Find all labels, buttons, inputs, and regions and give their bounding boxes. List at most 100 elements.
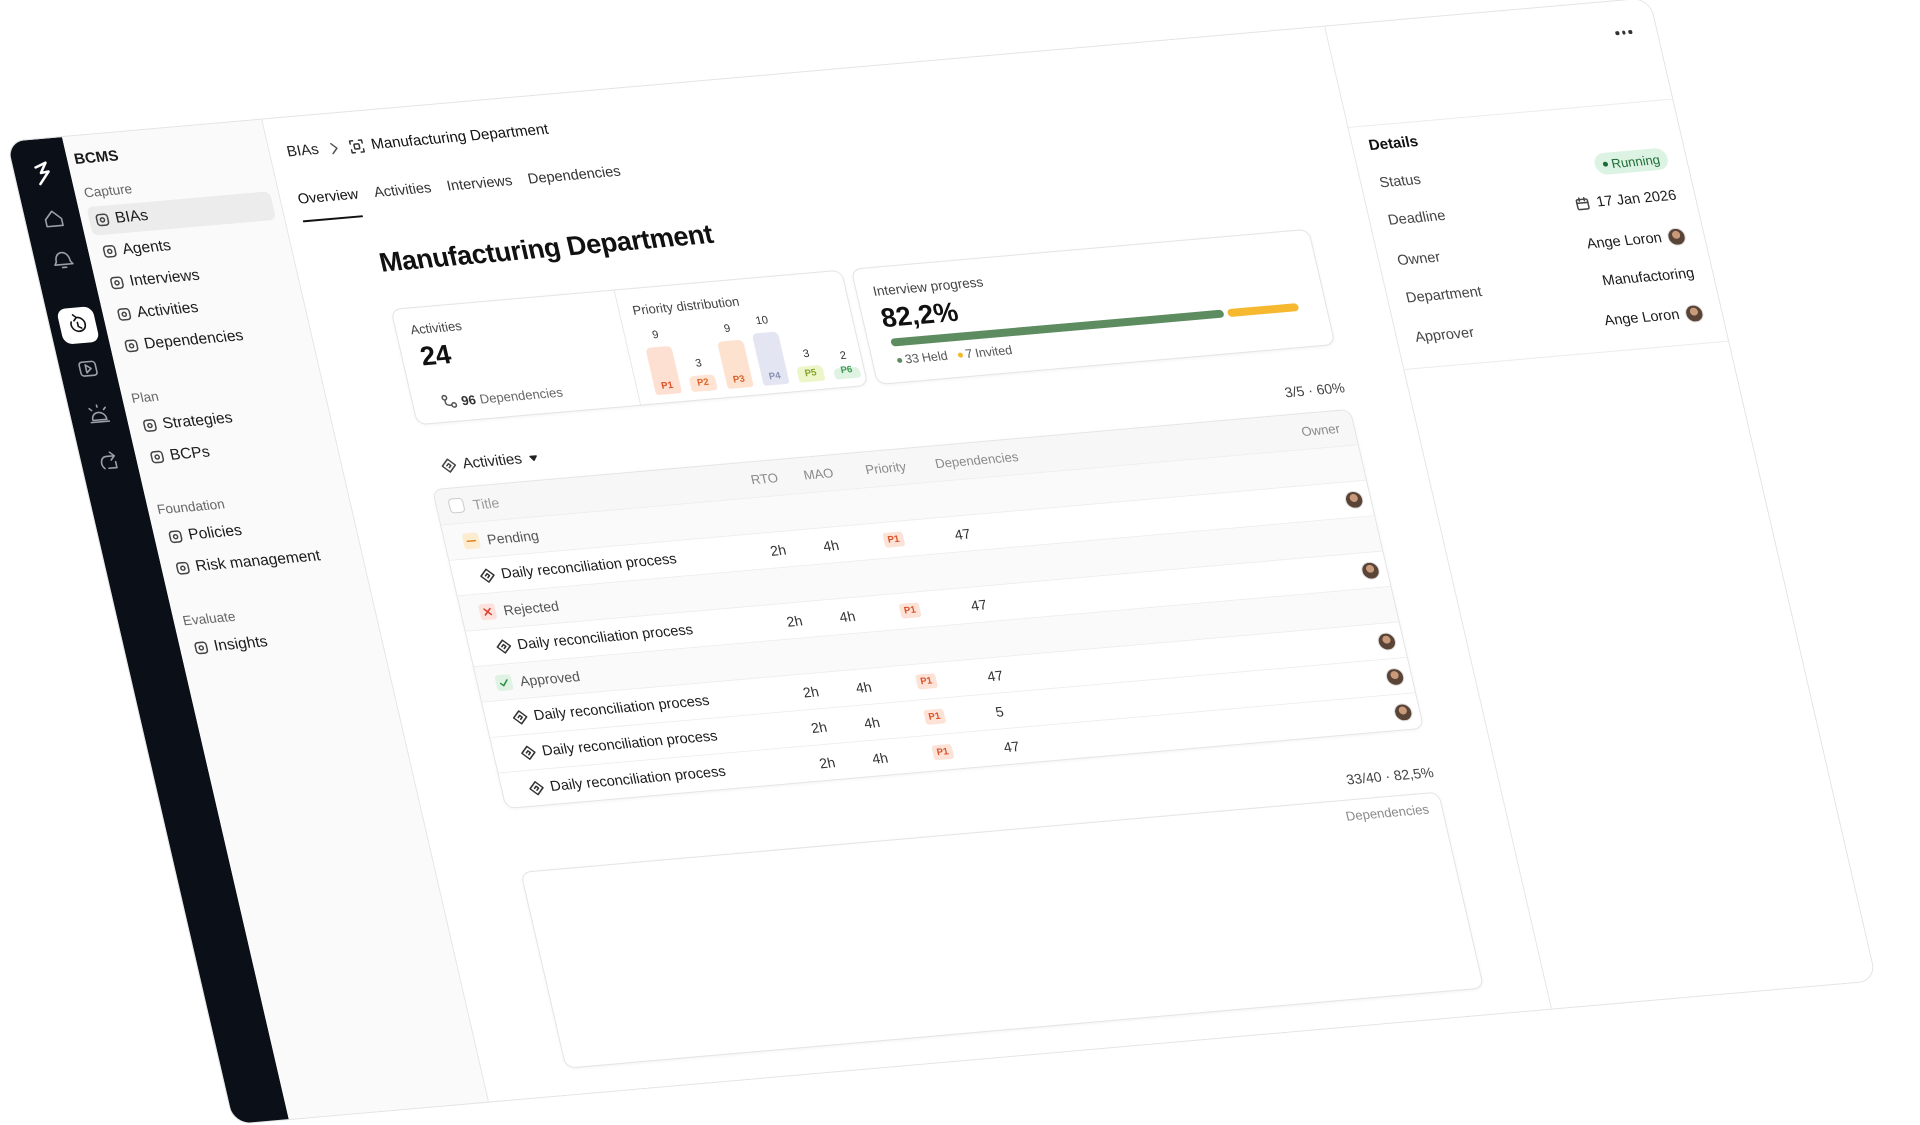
dropdown-caret xyxy=(524,449,544,466)
select-all-checkbox[interactable] xyxy=(447,497,466,514)
person-avatar xyxy=(1665,227,1688,247)
page: BCMS Capture BIAs Agents Interviews Activitie… xyxy=(6,0,1877,1125)
stat-value: 24 xyxy=(417,339,454,372)
priority-bar: P2 xyxy=(688,374,718,393)
tab[interactable]: Activities xyxy=(372,180,434,201)
table-row[interactable]: Approved xyxy=(474,587,1399,703)
bia-icon[interactable] xyxy=(69,314,87,333)
app-name: BCMS xyxy=(72,147,121,168)
tab[interactable]: Interviews xyxy=(445,173,514,195)
activity-title: Daily reconciliation process xyxy=(548,763,728,795)
owner-avatar xyxy=(1359,561,1382,581)
nav-item[interactable]: BIAs xyxy=(113,207,150,227)
chart-title: Priority distribution xyxy=(630,293,741,318)
nav-icon xyxy=(140,417,160,434)
bar-value-label: 9 xyxy=(722,322,732,336)
rail-icons xyxy=(34,161,118,470)
section-summary: 33/40 · 82,5% xyxy=(1344,764,1436,788)
nav-icon xyxy=(93,211,113,228)
nav-icon xyxy=(173,560,193,577)
nav-icon xyxy=(107,274,127,291)
card-title: Interview progress xyxy=(871,274,985,299)
table-row[interactable]: Daily reconciliation process 2h 4h P1 47 xyxy=(482,622,1407,739)
bar-value-label: 3 xyxy=(801,347,811,361)
nav-icon xyxy=(114,306,134,323)
nav-item[interactable]: Risk management xyxy=(193,547,323,575)
field-value: Running xyxy=(1591,147,1671,176)
dependencies-icon xyxy=(439,393,459,410)
tab[interactable]: Overview xyxy=(295,184,364,223)
table-cell: 47 xyxy=(952,525,973,543)
hand-icon[interactable] xyxy=(99,451,118,470)
field-label: Owner xyxy=(1395,249,1443,270)
nav-icon xyxy=(122,337,142,354)
bar-category: P5 xyxy=(803,367,818,380)
dependencies-count: 96 Dependencies xyxy=(439,384,564,410)
priority-badge: P1 xyxy=(914,673,938,690)
breadcrumb-link[interactable]: BIAs xyxy=(285,140,321,161)
play-icon[interactable] xyxy=(78,360,98,377)
details-panel: Details Status Running Deadline 17 Jan 2026 O… xyxy=(1324,0,1877,1011)
column-header: RTO xyxy=(749,470,780,488)
alarm-icon[interactable] xyxy=(87,404,111,424)
table-cell: 2h xyxy=(809,718,829,736)
more-dot xyxy=(1621,30,1626,35)
field-value: Ange Loron xyxy=(1584,225,1688,255)
priority-bar: P5 xyxy=(796,364,826,383)
bar-value-label: 9 xyxy=(651,329,661,342)
table-row[interactable]: Pending xyxy=(441,445,1367,561)
nav-item[interactable]: Interviews xyxy=(127,266,202,290)
nav-section-title: Plan xyxy=(129,388,161,406)
priority-badge: P1 xyxy=(898,602,922,619)
more-button[interactable] xyxy=(1614,29,1633,35)
column-header: Dependencies xyxy=(1344,801,1431,824)
bell-icon[interactable] xyxy=(52,251,74,269)
field-label: Approver xyxy=(1413,324,1476,346)
table-row[interactable]: Daily reconciliation process 2h 4h P1 47 xyxy=(449,480,1375,597)
bar-value-label: 3 xyxy=(694,357,704,370)
field-text: Ange Loron xyxy=(1602,306,1682,330)
nav-item[interactable]: Insights xyxy=(212,633,270,655)
owner-avatar xyxy=(1343,490,1366,510)
table-cell: 2h xyxy=(801,683,821,701)
priority-badge: P1 xyxy=(931,743,955,761)
nav-item[interactable]: Policies xyxy=(186,522,244,544)
nav-section-title: Evaluate xyxy=(181,608,237,629)
more-dot xyxy=(1614,31,1620,35)
home-icon[interactable] xyxy=(44,210,64,228)
priority-bar: P4 xyxy=(751,331,790,386)
legend-label: Invited xyxy=(973,343,1014,361)
interview-card: Interview progress 82,2% 33 Held 7 Invited xyxy=(850,228,1336,385)
priority-bar: P6 xyxy=(833,364,862,380)
legend-value: 7 xyxy=(963,346,974,362)
legend-value: 33 xyxy=(903,351,921,367)
legend-item: 33 Held xyxy=(896,349,949,367)
page-title: Manufacturing Department xyxy=(376,219,716,278)
dependencies-label: Dependencies xyxy=(477,384,565,407)
main-panel: BIAs Manufacturing Department Overview Acti… xyxy=(261,26,1552,1104)
nav-item[interactable]: Activities xyxy=(135,299,200,322)
bar-category: P6 xyxy=(839,364,854,377)
sidebar: BCMS Capture BIAs Agents Interviews Activitie… xyxy=(62,119,489,1122)
progress-value: 82,2% xyxy=(877,296,962,334)
nav-item[interactable]: Strategies xyxy=(160,409,235,433)
nav-item[interactable]: BCPs xyxy=(168,443,212,464)
stats-card: Activities 24 96 Dependencies Priority distr… xyxy=(390,269,869,426)
nav-icon xyxy=(166,528,186,545)
tab[interactable]: Dependencies xyxy=(526,163,623,188)
field-value: 17 Jan 2026 xyxy=(1572,185,1678,216)
table-summary: 3/5 · 60% xyxy=(1282,379,1347,401)
owner-avatar xyxy=(1392,702,1415,723)
table-row[interactable]: Daily reconciliation process 2h 4h P1 47 xyxy=(465,551,1391,668)
top-strip-line xyxy=(1348,98,1675,128)
progress-legend: 33 Held 7 Invited xyxy=(896,343,1014,367)
table-row[interactable]: Rejected xyxy=(457,516,1383,632)
table-icon xyxy=(439,457,459,474)
table-toolbar[interactable]: Activities xyxy=(439,449,544,475)
activities-table: Title RTO MAO Priority Dependencies Owner Pend… xyxy=(431,408,1425,809)
bar-category: P1 xyxy=(660,379,675,392)
table-row[interactable]: Daily reconciliation process 2h 4h P1 5 xyxy=(490,657,1416,774)
nav-item[interactable]: Agents xyxy=(120,237,173,259)
nav-item[interactable]: Dependencies xyxy=(142,327,246,353)
progress-segment xyxy=(1226,303,1300,318)
